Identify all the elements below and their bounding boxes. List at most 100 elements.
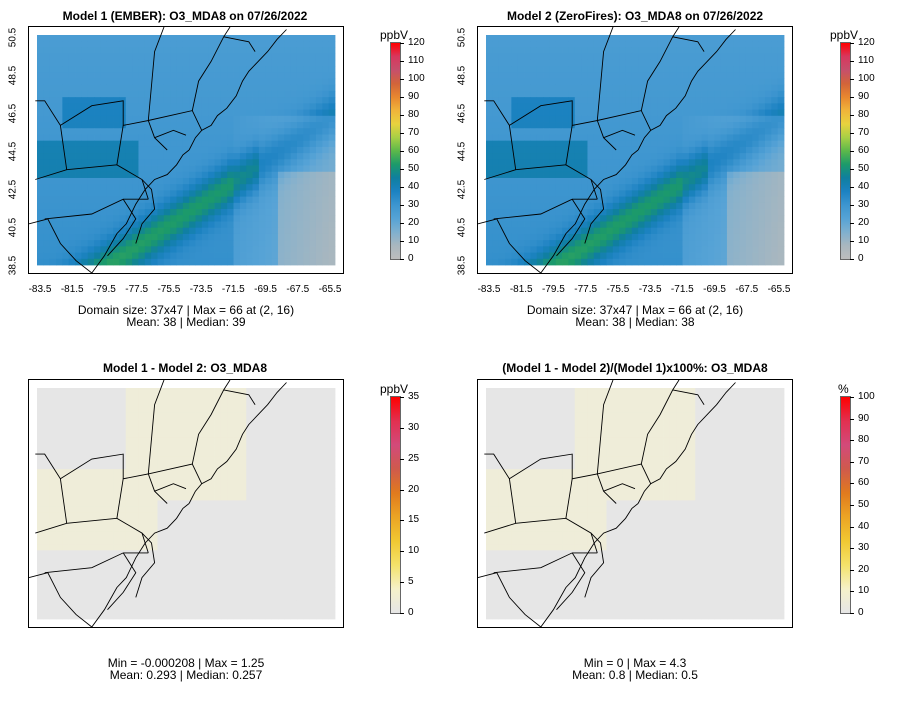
- boundary-line: [29, 218, 93, 273]
- colorbar-tick-mark: [400, 223, 404, 224]
- y-tick-label: 50.5: [7, 27, 19, 48]
- colorbar-tick-label: 60: [408, 145, 420, 156]
- x-tick-label: -71.5: [221, 284, 245, 295]
- x-tick-label: -67.5: [286, 284, 310, 295]
- colorbar-tick-label: 10: [408, 235, 420, 246]
- colorbar-tick-mark: [850, 79, 854, 80]
- colorbar-tick-label: 80: [858, 434, 870, 446]
- colorbar-tick-mark: [850, 526, 854, 528]
- colorbar-tick-mark: [400, 489, 404, 491]
- colorbar-tick-label: 40: [408, 181, 420, 192]
- x-tick-label: -65.5: [318, 284, 342, 295]
- colorbar-tick-label: 90: [858, 412, 870, 424]
- colorbar-tick-mark: [400, 582, 404, 584]
- colorbar-tick-label: 30: [408, 199, 420, 210]
- x-tick-label: -81.5: [509, 284, 533, 295]
- colorbar-tick-mark: [400, 169, 404, 170]
- boundary-line: [147, 380, 165, 474]
- y-tick-label: 48.5: [7, 65, 19, 86]
- y-tick-label: 40.5: [7, 217, 19, 238]
- colorbar-tick-label: 10: [408, 545, 420, 557]
- map-frame: [477, 379, 793, 628]
- boundary-line: [584, 179, 605, 244]
- boundary-line: [493, 552, 598, 574]
- boundary-line: [29, 572, 93, 627]
- colorbar-tick-label: 5: [408, 576, 414, 588]
- colorbar-tick-mark: [400, 133, 404, 134]
- stats-line-2: Mean: 38 | Median: 38: [575, 315, 695, 329]
- y-tick-label: 38.5: [7, 255, 19, 276]
- colorbar-tick-label: 25: [408, 452, 420, 464]
- colorbar-tick-label: 100: [858, 391, 875, 402]
- colorbar-tick-mark: [850, 43, 854, 44]
- colorbar-tick-label: 0: [408, 253, 414, 264]
- colorbar-tick-label: 20: [408, 217, 420, 228]
- x-tick-label: -67.5: [735, 284, 759, 295]
- colorbar-tick-mark: [850, 418, 854, 420]
- stats-line-2: Mean: 0.8 | Median: 0.5: [572, 668, 698, 682]
- boundary-line: [596, 27, 614, 121]
- colorbar-tick-mark: [850, 483, 854, 485]
- map-frame: [28, 379, 344, 628]
- colorbar-tick-label: 90: [408, 91, 420, 102]
- colorbar-tick-mark: [400, 205, 404, 206]
- boundary-line: [135, 532, 156, 598]
- colorbar-tick-mark: [850, 205, 854, 206]
- stats-line-1: Domain size: 37x47 | Max = 66 at (2, 16): [526, 303, 744, 317]
- colorbar-tick-label: 0: [858, 253, 864, 264]
- colorbar-tick-label: 70: [858, 127, 870, 138]
- colorbar-tick-label: 50: [858, 499, 870, 510]
- boundary-line: [478, 218, 542, 273]
- x-tick-label: -65.5: [767, 284, 791, 295]
- colorbar-tick-mark: [850, 440, 854, 442]
- colorbar-tick-mark: [400, 61, 404, 62]
- boundary-line: [637, 382, 736, 504]
- colorbar-tick-label: 40: [858, 181, 870, 192]
- y-tick-label: 44.5: [456, 141, 468, 162]
- boundary-line: [584, 532, 605, 598]
- colorbar-tick-mark: [850, 223, 854, 224]
- colorbar-tick-mark: [850, 97, 854, 98]
- y-tick-label: 50.5: [456, 27, 468, 48]
- boundary-line: [556, 198, 586, 257]
- colorbar-tick-label: 0: [408, 607, 414, 618]
- ozone-map: [478, 27, 785, 273]
- colorbar-tick-label: 120: [408, 37, 425, 48]
- x-tick-label: -79.5: [93, 284, 116, 295]
- colorbar-tick-label: 20: [858, 217, 870, 228]
- colorbar-tick-mark: [400, 43, 404, 44]
- boundary-line: [509, 100, 573, 126]
- colorbar-tick-label: 90: [858, 91, 870, 102]
- colorbar-tick-mark: [400, 187, 404, 188]
- colorbar-tick-mark: [850, 151, 854, 152]
- x-tick-label: -75.5: [157, 284, 181, 295]
- boundary-line: [107, 198, 137, 257]
- colorbar-tick-mark: [850, 505, 854, 506]
- panel-title: Model 1 - Model 2: O3_MDA8: [102, 361, 268, 375]
- boundary-line: [147, 27, 165, 121]
- colorbar-tick-label: 10: [858, 585, 870, 597]
- colorbar-unit: ppbV: [380, 382, 409, 396]
- colorbar-tick-mark: [400, 397, 404, 398]
- boundary-line: [597, 463, 652, 484]
- colorbar-tick-mark: [400, 259, 404, 260]
- y-axis: 38.5 40.5 42.5 44.5 46.5 48.5 50.5: [0, 26, 28, 275]
- colorbar-tick-label: 110: [408, 55, 424, 66]
- boundary-line: [597, 110, 652, 131]
- ozone-map: [29, 27, 336, 273]
- boundary-line: [44, 198, 149, 220]
- colorbar-tick-mark: [850, 133, 854, 134]
- boundary-line: [493, 198, 598, 220]
- x-tick-label: -79.5: [542, 284, 565, 295]
- colorbar-tick-label: 100: [408, 73, 425, 84]
- colorbar-tick-label: 70: [858, 455, 870, 467]
- difference-map: [29, 380, 336, 627]
- stats-line-1: Min = 0 | Max = 4.3: [583, 656, 687, 670]
- x-tick-label: -73.5: [189, 284, 213, 295]
- colorbar-tick-label: 60: [858, 145, 870, 156]
- boundary-line: [135, 179, 156, 244]
- boundary-line: [107, 552, 137, 611]
- panel-title: Model 2 (ZeroFires): O3_MDA8 on 07/26/20…: [506, 9, 764, 23]
- colorbar-tick-mark: [400, 427, 404, 429]
- colorbar-tick-mark: [400, 115, 404, 116]
